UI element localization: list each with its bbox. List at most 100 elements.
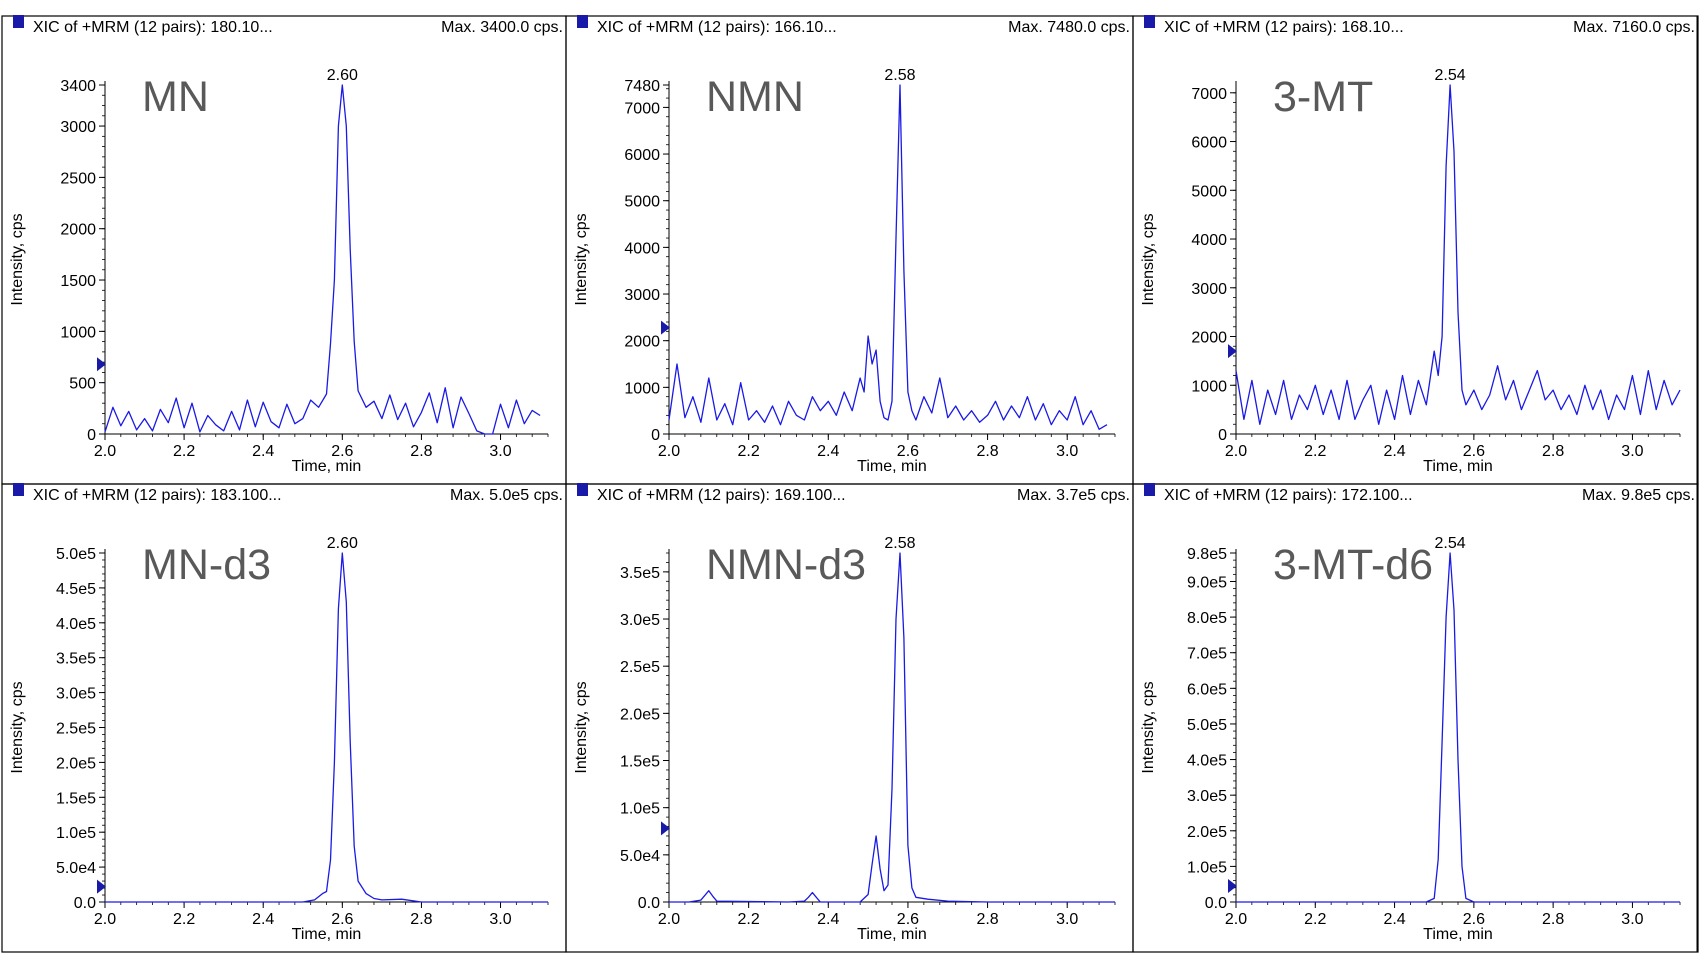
y-tick-label: 6000 (1191, 135, 1227, 152)
y-tick-label: 0 (87, 427, 96, 444)
chromatogram-trace (1235, 84, 1681, 425)
peak-rt-label: 2.58 (884, 67, 915, 84)
y-tick-label: 6.0e5 (1187, 681, 1227, 698)
x-tick-label: 2.0 (658, 911, 680, 928)
y-tick-label: 5.0e5 (1187, 717, 1227, 734)
x-tick-label: 2.8 (1542, 443, 1564, 460)
y-tick-label: 3000 (1191, 281, 1227, 298)
y-tick-label: 1.5e5 (56, 790, 96, 807)
y-tick-label: 5.0e5 (56, 546, 96, 563)
max-intensity-label: Max. 7160.0 cps. (1573, 19, 1695, 36)
x-tick-label: 2.2 (173, 443, 195, 460)
trace-color-swatch (577, 15, 588, 28)
x-tick-label: 2.4 (252, 443, 274, 460)
peak-rt-label: 2.54 (1435, 535, 1466, 552)
x-tick-label: 2.8 (410, 911, 432, 928)
y-tick-label: 9.8e5 (1187, 546, 1227, 563)
x-tick-label: 2.2 (1304, 443, 1326, 460)
y-tick-label: 0 (1218, 427, 1227, 444)
y-tick-label: 2000 (60, 222, 96, 239)
y-tick-label: 0.0 (1205, 895, 1227, 912)
panel-frame (1132, 483, 1699, 953)
x-tick-label: 2.2 (738, 911, 760, 928)
y-axis-title: Intensity, cps (9, 213, 26, 305)
x-tick-label: 2.6 (1463, 443, 1485, 460)
max-intensity-label: Max. 3.7e5 cps. (1017, 487, 1130, 504)
x-tick-label: 3.0 (1056, 911, 1078, 928)
y-tick-label: 1000 (624, 380, 660, 397)
x-tick-label: 2.8 (976, 443, 998, 460)
y-tick-label: 0.0 (74, 895, 96, 912)
x-tick-label: 3.0 (489, 443, 511, 460)
peak-rt-label: 2.60 (327, 535, 358, 552)
y-tick-label: 4000 (1191, 232, 1227, 249)
y-tick-label: 1500 (60, 273, 96, 290)
compound-label: NMN-d3 (706, 541, 866, 589)
compound-label: MN-d3 (142, 541, 271, 589)
threshold-marker (661, 320, 670, 335)
x-tick-label: 3.0 (1621, 911, 1643, 928)
y-tick-label: 6000 (624, 147, 660, 164)
peak-rt-label: 2.60 (327, 67, 358, 84)
compound-label: 3-MT (1273, 73, 1373, 121)
peak-rt-label: 2.54 (1435, 67, 1466, 84)
y-tick-label: 8.0e5 (1187, 610, 1227, 627)
y-tick-label: 4000 (624, 240, 660, 257)
x-tick-label: 3.0 (1056, 443, 1078, 460)
x-tick-label: 2.6 (1463, 911, 1485, 928)
compound-label: 3-MT-d6 (1273, 541, 1433, 589)
y-tick-label: 1000 (1191, 378, 1227, 395)
trace-color-swatch (1144, 483, 1155, 496)
x-tick-label: 2.2 (738, 443, 760, 460)
y-tick-label: 3.0e5 (1187, 788, 1227, 805)
panel-header: XIC of +MRM (12 pairs): 166.10... (597, 19, 837, 36)
y-tick-label: 3.0e5 (56, 686, 96, 703)
y-tick-label: 2000 (624, 334, 660, 351)
y-axis-title: Intensity, cps (573, 213, 590, 305)
y-tick-label: 1000 (60, 324, 96, 341)
y-tick-label: 7000 (624, 100, 660, 117)
y-axis-title: Intensity, cps (573, 681, 590, 773)
max-intensity-label: Max. 3400.0 cps. (441, 19, 563, 36)
y-tick-label: 3.0e5 (620, 612, 660, 629)
x-tick-label: 2.4 (817, 443, 839, 460)
max-intensity-label: Max. 5.0e5 cps. (450, 487, 563, 504)
panel-nmn-d3: XIC of +MRM (12 pairs): 169.100... Max. 3… (565, 483, 1134, 953)
y-tick-label: 2000 (1191, 330, 1227, 347)
panel-header: XIC of +MRM (12 pairs): 183.100... (33, 487, 282, 504)
x-tick-label: 2.8 (410, 443, 432, 460)
y-tick-label: 1.0e5 (56, 825, 96, 842)
panel-mn-d3: XIC of +MRM (12 pairs): 183.100... Max. 5… (1, 483, 567, 953)
chromatogram-trace (668, 84, 1108, 430)
y-tick-label: 0.0 (638, 895, 660, 912)
trace-color-swatch (577, 483, 588, 496)
x-tick-label: 2.8 (1542, 911, 1564, 928)
x-tick-label: 2.4 (252, 911, 274, 928)
trace-color-swatch (13, 15, 24, 28)
y-tick-label: 3000 (60, 119, 96, 136)
compound-label: MN (142, 73, 209, 121)
trace-color-swatch (1144, 15, 1155, 28)
y-tick-label: 7.0e5 (1187, 646, 1227, 663)
y-tick-label: 1.5e5 (620, 754, 660, 771)
y-tick-label: 1.0e5 (1187, 859, 1227, 876)
peak-rt-label: 2.58 (884, 535, 915, 552)
x-axis-title: Time, min (292, 458, 362, 475)
y-tick-label: 4.0e5 (1187, 753, 1227, 770)
x-tick-label: 2.4 (817, 911, 839, 928)
panel-3-mt-d6: XIC of +MRM (12 pairs): 172.100... Max. 9… (1132, 483, 1699, 953)
y-tick-label: 9.0e5 (1187, 574, 1227, 591)
y-tick-label: 2.0e5 (56, 755, 96, 772)
y-tick-label: 2500 (60, 170, 96, 187)
y-tick-label: 3000 (624, 287, 660, 304)
x-tick-label: 2.6 (331, 443, 353, 460)
x-tick-label: 2.8 (976, 911, 998, 928)
chromatogram-trace (104, 84, 541, 435)
y-tick-label: 500 (69, 376, 96, 393)
threshold-marker (661, 821, 670, 836)
panel-3-mt: XIC of +MRM (12 pairs): 168.10... Max. 71… (1132, 15, 1699, 485)
threshold-marker (1228, 878, 1237, 893)
y-tick-label: 5000 (1191, 183, 1227, 200)
threshold-marker (97, 879, 106, 894)
